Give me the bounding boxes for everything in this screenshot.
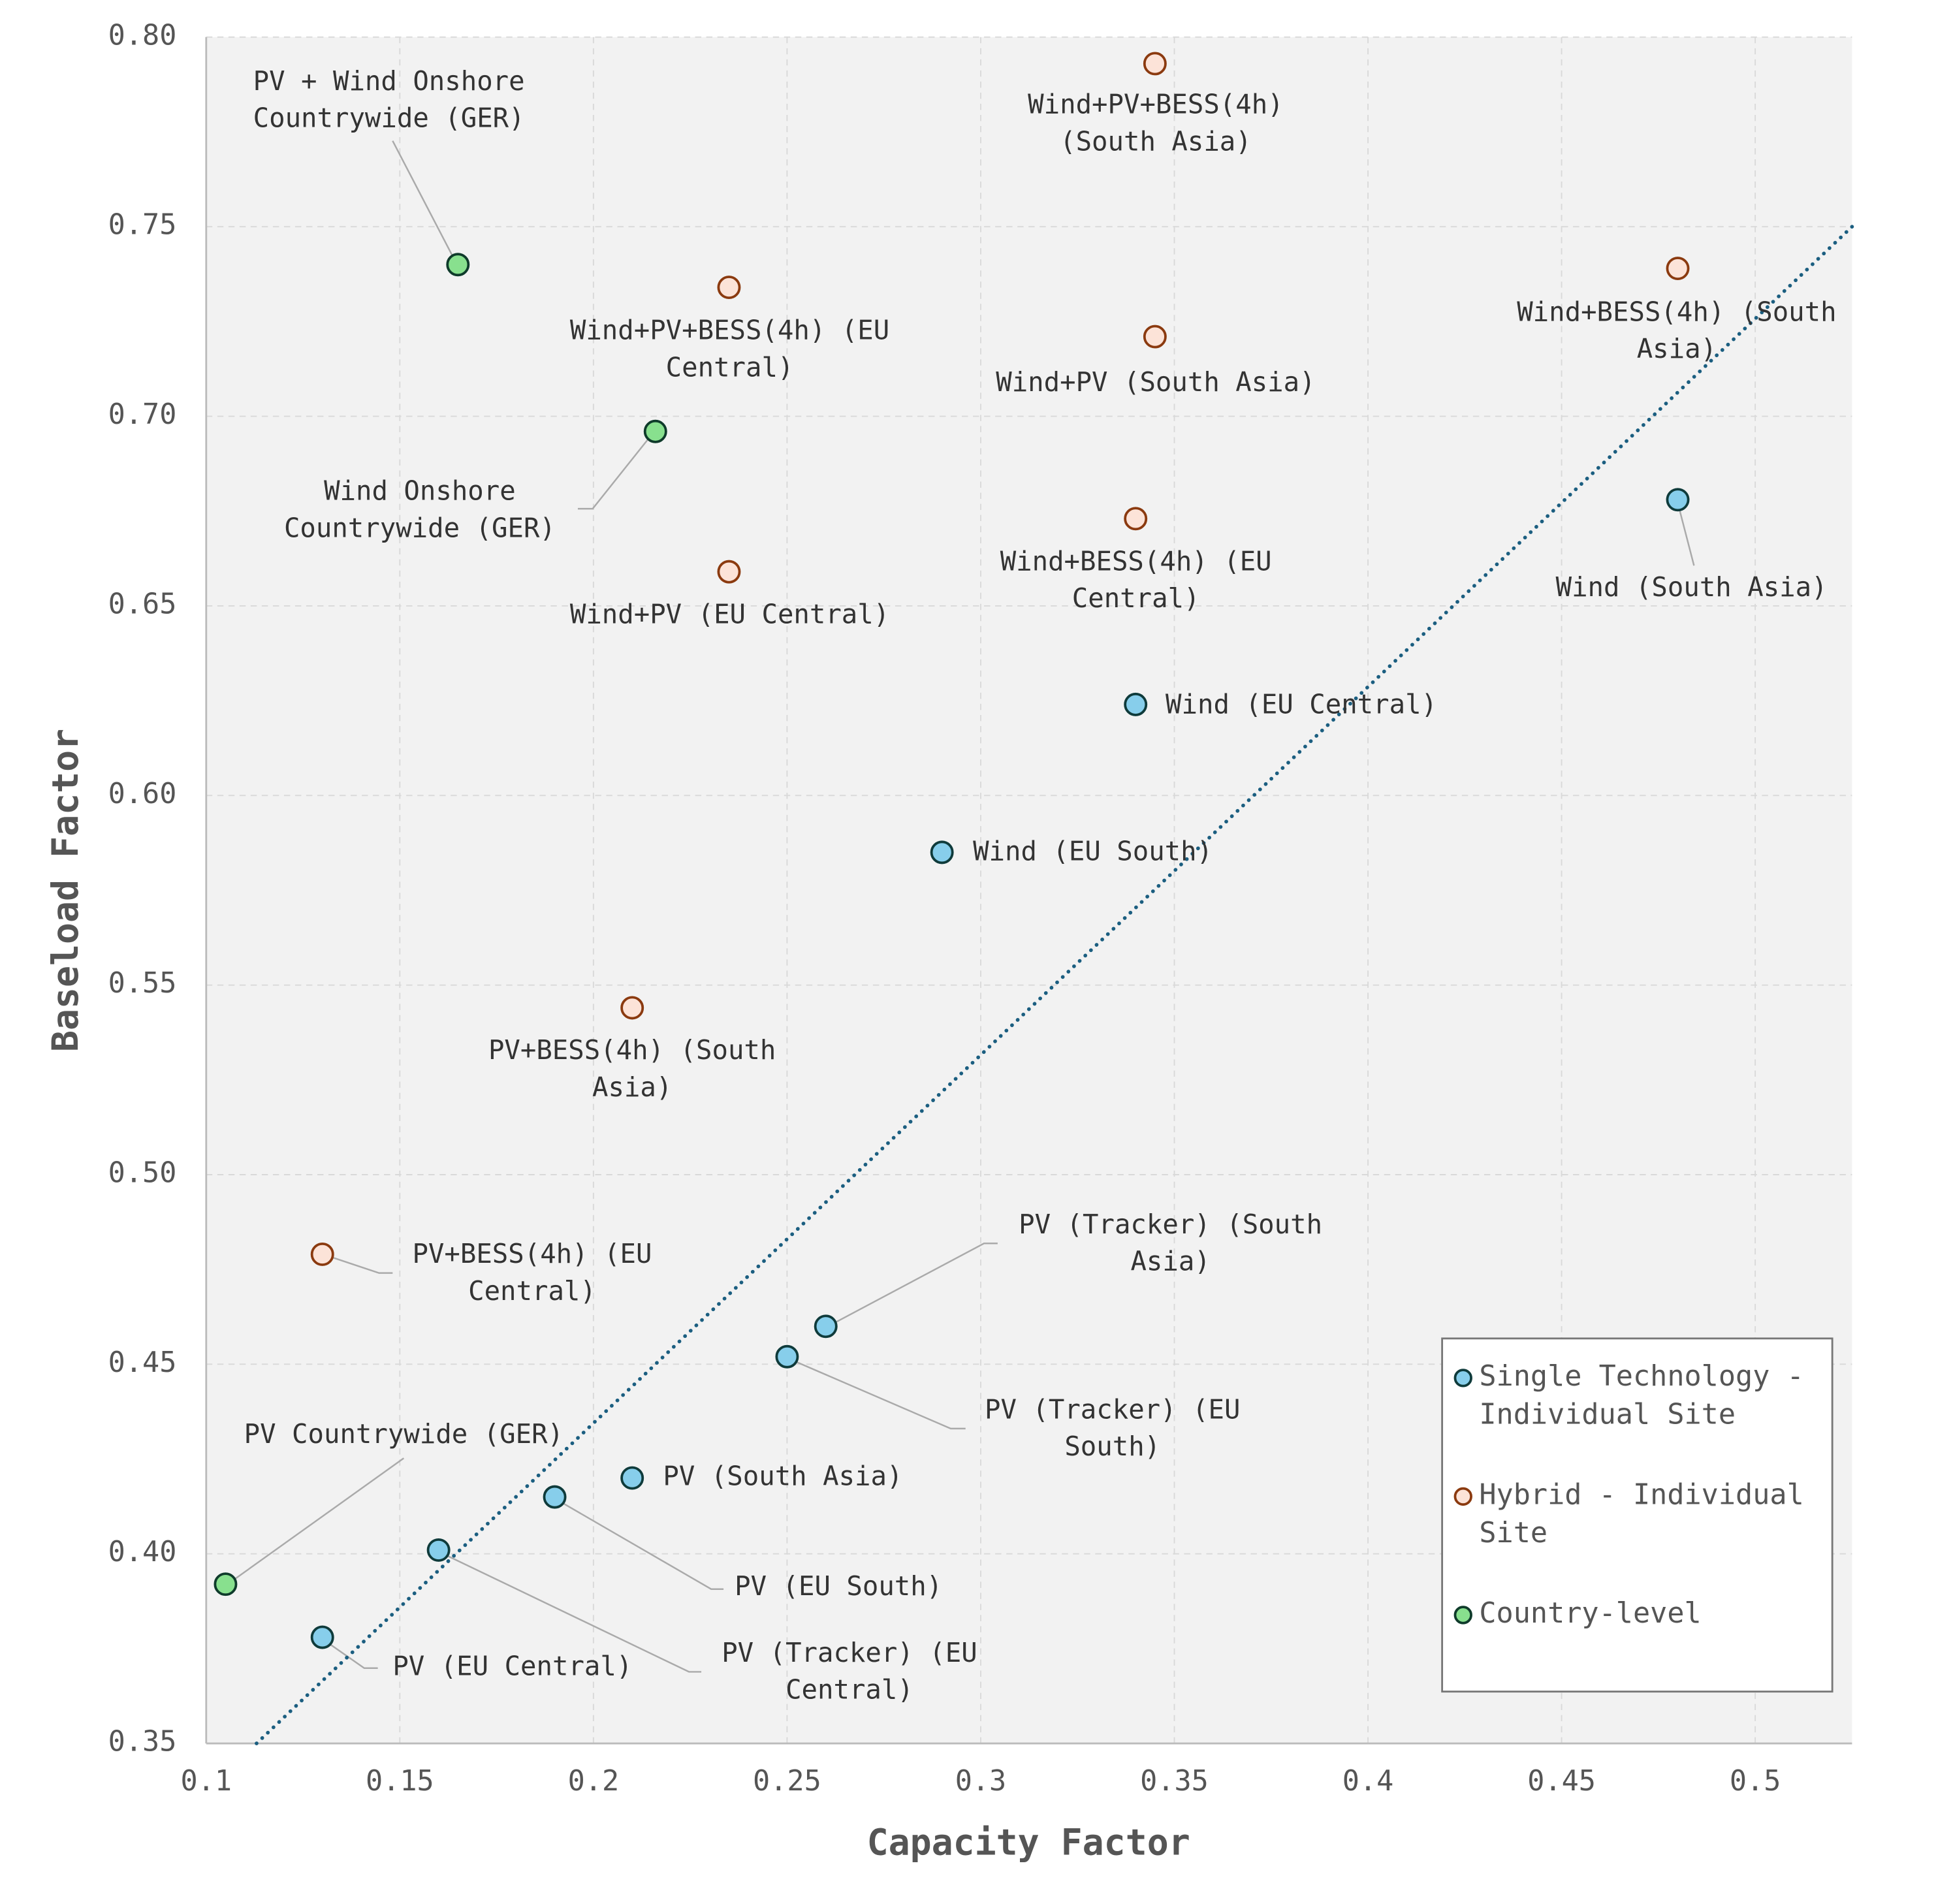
data-label: Central) xyxy=(468,1275,596,1307)
data-label: PV (Tracker) (EU xyxy=(722,1637,977,1668)
legend: Single Technology - Individual Site Hybrid… xyxy=(1441,1337,1833,1693)
data-point xyxy=(643,419,667,443)
x-tick-label: 0.25 xyxy=(753,1765,821,1798)
data-label: Wind+BESS(4h) (South xyxy=(1517,296,1836,327)
data-label: PV + Wind Onshore xyxy=(253,65,525,97)
data-label: PV+BESS(4h) (South xyxy=(488,1034,776,1066)
legend-box xyxy=(1441,1337,1833,1693)
leader-line xyxy=(225,1457,405,1587)
data-label: Wind+PV (EU Central) xyxy=(570,599,889,630)
leader-line xyxy=(392,140,458,265)
data-label: PV (Tracker) (EU xyxy=(985,1393,1240,1425)
data-point xyxy=(717,276,741,300)
legend-marker xyxy=(1453,1606,1472,1625)
data-label: PV (EU South) xyxy=(735,1570,942,1602)
y-tick-label: 0.40 xyxy=(108,1536,177,1568)
data-label: PV (Tracker) (South xyxy=(1019,1209,1322,1240)
data-point xyxy=(426,1538,451,1562)
leader-line xyxy=(787,1357,966,1430)
data-label: Central) xyxy=(1072,582,1200,614)
x-tick-label: 0.1 xyxy=(181,1765,232,1798)
data-label: PV (South Asia) xyxy=(663,1461,902,1492)
data-point xyxy=(543,1485,567,1509)
data-point xyxy=(1666,257,1690,281)
legend-label: Individual Site xyxy=(1479,1398,1736,1431)
data-point xyxy=(214,1572,238,1596)
data-label: Wind (EU Central) xyxy=(1166,689,1437,720)
data-point xyxy=(775,1344,799,1369)
y-tick-label: 0.45 xyxy=(108,1346,177,1379)
x-tick-label: 0.2 xyxy=(568,1765,620,1798)
data-point xyxy=(1666,488,1690,512)
data-label: Wind+BESS(4h) (EU xyxy=(1000,545,1272,577)
data-label: Asia) xyxy=(592,1071,672,1103)
y-tick-label: 0.60 xyxy=(108,778,177,810)
data-point xyxy=(814,1314,838,1339)
y-tick-label: 0.65 xyxy=(108,588,177,620)
legend-label: Hybrid - Individual xyxy=(1479,1478,1803,1511)
legend-label: Country-level xyxy=(1479,1597,1701,1630)
legend-label: Site xyxy=(1479,1517,1547,1549)
y-tick-label: 0.35 xyxy=(108,1726,177,1758)
data-point xyxy=(930,840,954,865)
data-label: South) xyxy=(1064,1431,1160,1462)
data-point xyxy=(310,1625,334,1649)
x-tick-label: 0.4 xyxy=(1342,1765,1394,1798)
data-points xyxy=(214,52,1690,1649)
data-point xyxy=(620,1466,644,1490)
leader-line xyxy=(439,1551,702,1673)
data-label: Wind+PV+BESS(4h) (EU xyxy=(570,315,889,346)
y-tick-label: 0.80 xyxy=(108,19,177,52)
data-label: Asia) xyxy=(1637,333,1717,364)
data-label: PV+BESS(4h) (EU xyxy=(412,1238,652,1269)
data-label: Asia) xyxy=(1130,1246,1210,1277)
x-tick-label: 0.3 xyxy=(955,1765,1007,1798)
leader-lines xyxy=(225,140,1695,1673)
leader-line xyxy=(555,1498,724,1590)
data-label: Wind+PV (South Asia) xyxy=(996,366,1315,398)
data-point xyxy=(1143,325,1167,349)
data-point xyxy=(310,1242,334,1266)
data-label: (South Asia) xyxy=(1060,125,1252,157)
leader-line xyxy=(577,429,657,510)
y-tick-label: 0.55 xyxy=(108,967,177,1000)
y-tick-label: 0.75 xyxy=(108,209,177,242)
y-axis-title: Baseload Factor xyxy=(44,729,86,1052)
data-point xyxy=(1124,692,1148,716)
data-label: Countrywide (GER) xyxy=(284,512,556,543)
x-tick-label: 0.15 xyxy=(366,1765,434,1798)
data-point xyxy=(717,560,741,584)
legend-marker xyxy=(1453,1487,1472,1506)
y-tick-label: 0.50 xyxy=(108,1157,177,1190)
x-tick-label: 0.35 xyxy=(1140,1765,1209,1798)
leader-line xyxy=(323,1639,378,1669)
y-tick-label: 0.70 xyxy=(108,398,177,431)
x-tick-label: 0.5 xyxy=(1730,1765,1781,1798)
legend-label: Single Technology - xyxy=(1479,1360,1803,1393)
data-label: Wind (South Asia) xyxy=(1556,571,1828,603)
trend-line xyxy=(255,225,1854,1745)
data-label: PV Countrywide (GER) xyxy=(244,1418,563,1450)
data-point xyxy=(620,996,644,1020)
x-axis-title: Capacity Factor xyxy=(867,1821,1190,1863)
data-point xyxy=(1143,52,1167,76)
data-point xyxy=(446,253,470,277)
leader-line xyxy=(825,1243,998,1328)
data-label: PV (EU Central) xyxy=(392,1651,632,1682)
data-label: Wind+PV+BESS(4h) xyxy=(1028,89,1283,120)
data-point xyxy=(1124,507,1148,531)
data-label: Countrywide (GER) xyxy=(253,103,525,134)
point-labels: Wind (South Asia) Wind (EU Central) Wind (… xyxy=(244,65,1837,1706)
leader-line xyxy=(323,1254,393,1274)
x-tick-label: 0.45 xyxy=(1527,1765,1596,1798)
data-label: Central) xyxy=(786,1674,913,1706)
data-label: Wind Onshore xyxy=(324,475,516,507)
legend-marker xyxy=(1453,1369,1472,1388)
data-label: Central) xyxy=(666,351,794,383)
data-label: Wind (EU South) xyxy=(973,836,1213,867)
tick-labels: 0.1 0.15 0.2 0.25 0.3 0.35 0.4 0.45 0.5 0.35 0.40 0… xyxy=(108,19,1781,1798)
